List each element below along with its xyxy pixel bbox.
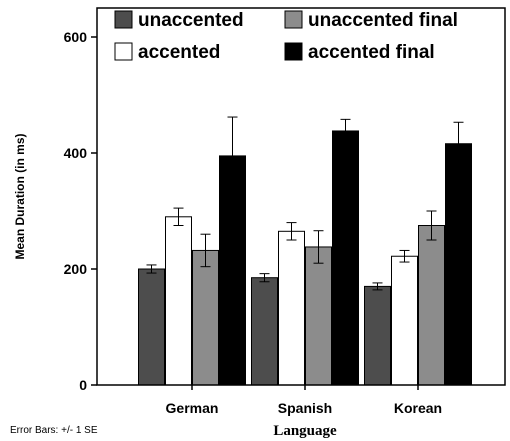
bar	[251, 277, 278, 386]
error-bars	[146, 116, 464, 291]
bar	[445, 143, 472, 386]
x-axis-label: Language	[273, 423, 337, 439]
bar	[305, 246, 332, 386]
legend-swatch	[284, 42, 303, 61]
bar	[278, 230, 305, 386]
bar	[165, 216, 192, 386]
y-tick-label: 0	[79, 377, 87, 393]
legend-swatch	[114, 42, 133, 61]
legend: unaccented unaccented final accented accent…	[114, 10, 458, 63]
x-tick-label: Korean	[394, 400, 442, 416]
bar	[138, 268, 165, 386]
bar	[332, 130, 359, 386]
x-tick-label: Spanish	[278, 400, 332, 416]
bar	[418, 225, 445, 386]
x-tick-label: German	[166, 400, 219, 416]
bar	[364, 285, 391, 386]
legend-label: unaccented	[138, 10, 244, 31]
legend-label: unaccented final	[308, 10, 458, 31]
bar	[192, 249, 219, 386]
bar	[391, 255, 418, 386]
legend-swatch	[114, 10, 133, 29]
legend-label: accented	[138, 42, 220, 63]
labels: Mean Duration (in ms) Language Error Bar…	[10, 133, 337, 439]
plot-frame	[96, 7, 506, 386]
y-tick-label: 600	[64, 29, 88, 45]
y-tick-label: 400	[64, 145, 88, 161]
axes: 0 200 400 600 German Spanish Korean	[64, 7, 506, 416]
y-axis-label: Mean Duration (in ms)	[13, 133, 27, 259]
y-tick-label: 200	[64, 261, 88, 277]
legend-swatch	[284, 10, 303, 29]
bars	[138, 130, 472, 386]
error-bar-note: Error Bars: +/- 1 SE	[10, 425, 98, 436]
legend-label: accented final	[308, 42, 435, 63]
